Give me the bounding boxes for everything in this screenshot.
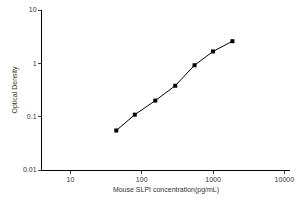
svg-text:Optical Density: Optical Density bbox=[11, 66, 19, 114]
svg-text:10000: 10000 bbox=[275, 176, 295, 183]
svg-text:100: 100 bbox=[136, 176, 148, 183]
svg-text:0.1: 0.1 bbox=[27, 113, 37, 120]
svg-text:1: 1 bbox=[33, 60, 37, 67]
svg-text:Mouse SLPI concentration(pg/mL: Mouse SLPI concentration(pg/mL) bbox=[113, 186, 219, 194]
svg-text:1000: 1000 bbox=[205, 176, 221, 183]
svg-text:10: 10 bbox=[66, 176, 74, 183]
svg-text:0.01: 0.01 bbox=[23, 166, 37, 173]
svg-text:10: 10 bbox=[29, 6, 37, 13]
